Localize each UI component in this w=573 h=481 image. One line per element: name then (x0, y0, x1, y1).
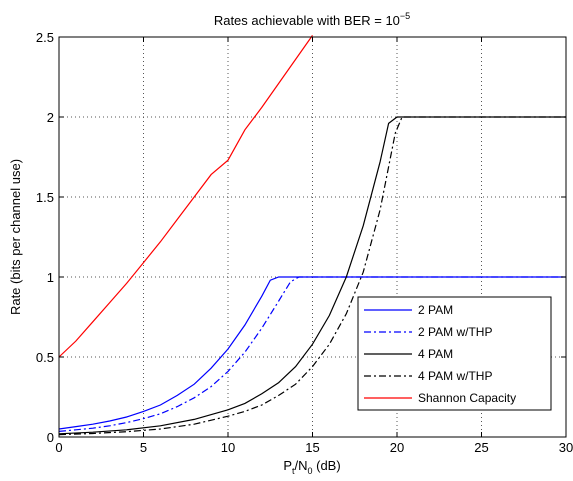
y-tick-label: 1 (47, 270, 54, 285)
x-tick-label: 15 (305, 440, 319, 455)
series-line-4-pam-w-thp (58, 116, 566, 436)
legend-label-4-pam: 4 PAM (418, 347, 453, 361)
series-line-2-pam (58, 276, 566, 430)
axis-ticks: 0 5 10 15 20 25 30 0 0.5 1 1.5 2 2.5 (36, 30, 573, 455)
x-axis-label-sub-0: 0 (308, 466, 313, 476)
legend-label-shannon-capacity: Shannon Capacity (418, 391, 516, 405)
legend-label-2-pam: 2 PAM (418, 303, 453, 317)
x-tick-label: 25 (474, 440, 488, 455)
x-axis-label-sub-t: t (292, 466, 295, 476)
x-axis-label: Pt/N0 (dB) (283, 458, 340, 476)
x-tick-label: 10 (221, 440, 235, 455)
legend-label-2-pam-w-thp: 2 PAM w/THP (418, 325, 492, 339)
y-axis-label: Rate (bits per channel use) (8, 159, 23, 315)
y-tick-label: 2 (47, 110, 54, 125)
y-tick-label: 0.5 (36, 350, 54, 365)
series-line-shannon-capacity (58, 35, 313, 358)
x-tick-label: 0 (55, 440, 62, 455)
chart-title-exponent: −5 (400, 11, 410, 21)
x-tick-label: 20 (390, 440, 404, 455)
series-lines (58, 35, 566, 436)
legend: 2 PAM 2 PAM w/THP 4 PAM 4 PAM w/THP Shannon … (357, 296, 552, 411)
x-tick-label: 5 (140, 440, 147, 455)
x-tick-label: 30 (559, 440, 573, 455)
y-tick-label: 1.5 (36, 190, 54, 205)
y-tick-label: 2.5 (36, 30, 54, 45)
legend-label-4-pam-w-thp: 4 PAM w/THP (418, 369, 492, 383)
chart-title: Rates achievable with BER = 10−5 (214, 11, 410, 28)
series-line-4-pam (58, 116, 566, 435)
y-tick-label: 0 (47, 430, 54, 445)
grid-lines (59, 37, 566, 437)
